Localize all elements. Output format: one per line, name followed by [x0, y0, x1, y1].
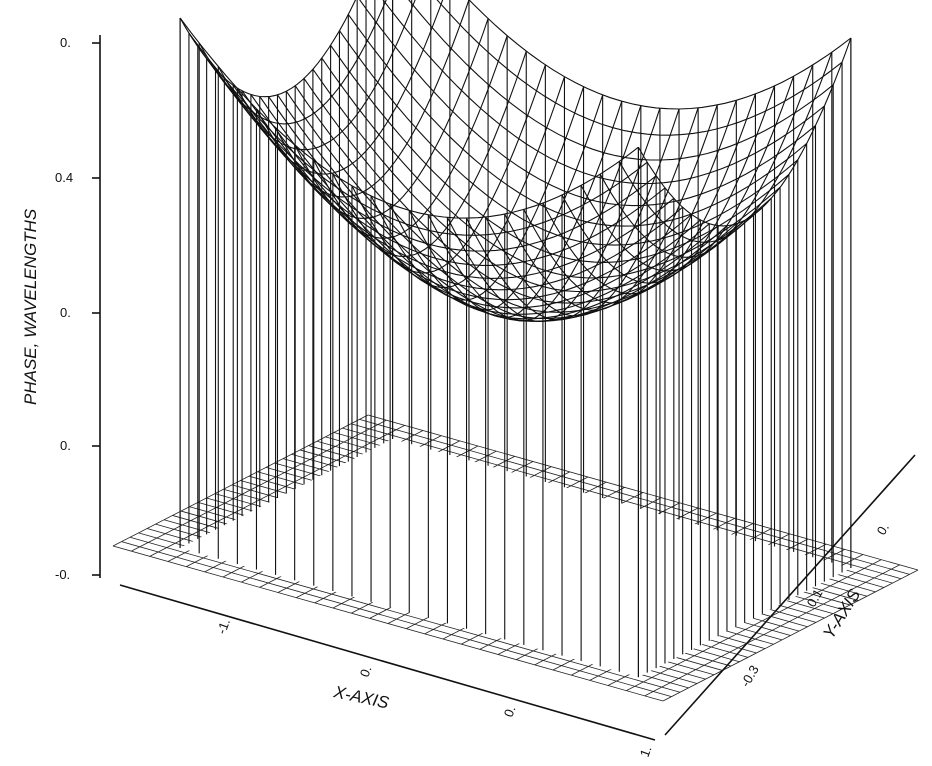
surface-mesh-line [408, 0, 834, 161]
surface-mesh-line [359, 0, 816, 207]
y-axis-line [664, 454, 916, 736]
z-tick-label: 0. [60, 438, 71, 453]
surface-mesh-line [580, 76, 795, 272]
surface-mesh-line [275, 18, 489, 219]
z-tick-label: 0. [60, 305, 71, 320]
z-tick-label: -0. [55, 567, 70, 582]
surface-mesh-line [188, 32, 648, 236]
floor-grid-line [626, 559, 882, 692]
x-tick-label: 0. [501, 704, 519, 719]
x-tick-label: 0. [357, 664, 375, 679]
floor-grid-line [350, 423, 902, 580]
surface-mesh-line [332, 64, 546, 274]
surface-mesh-line [523, 100, 737, 304]
surface-mesh-line [485, 107, 699, 317]
surface-mesh-line [198, 0, 387, 125]
surface-mesh-line [468, 0, 852, 110]
surface-mesh-line [347, 14, 807, 227]
floor-grid-line [644, 564, 900, 697]
z-tick-label: 0.4 [55, 170, 73, 185]
surface-mesh-line [436, 0, 843, 136]
surface-mesh-line [599, 64, 814, 258]
y-tick-label: -0.3 [738, 663, 762, 690]
surface-mesh-line [256, 0, 470, 198]
surface-mesh-line [382, 0, 825, 185]
z-tick-label: 0. [60, 35, 71, 50]
surface-mesh-line [241, 90, 701, 309]
surface-mesh-line [179, 0, 357, 98]
x-axis-line [119, 584, 656, 741]
floor-grid-line [662, 569, 919, 702]
surface-mesh-line [197, 46, 657, 252]
surface-mesh-line [618, 52, 833, 243]
surface-mesh-line [215, 68, 675, 279]
y-tick-label: 0. [874, 521, 892, 538]
surface-mesh [179, 0, 852, 678]
surface-mesh-line [504, 104, 718, 311]
surface-mesh-line [313, 50, 527, 258]
axes [99, 35, 916, 741]
x-tick-label: 1. [637, 744, 655, 759]
surface-mesh-line [236, 0, 444, 175]
surface-mesh-line [232, 84, 692, 301]
z-axis-title: PHASE, WAVELENGTHS [21, 208, 40, 405]
x-tick-label: -1. [214, 617, 233, 636]
y-axis-title: Y-AXIS [819, 585, 864, 642]
x-axis-title: X-AXIS [331, 682, 391, 713]
surface-mesh-line [179, 17, 639, 219]
surface-mesh-line [637, 37, 852, 227]
surface-mesh-line [303, 78, 763, 304]
floor-grid-line [359, 418, 910, 575]
floor-grid-line [367, 414, 919, 571]
